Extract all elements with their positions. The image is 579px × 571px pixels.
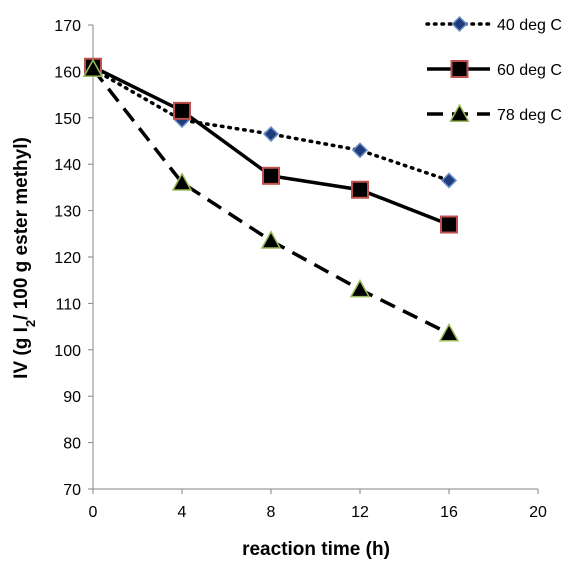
legend-marker-square [450,60,469,78]
y-tick-label: 100 [54,343,81,360]
series-line-solid [92,65,450,227]
data-point-triangle [82,58,104,78]
data-point-square [351,180,369,199]
x-tick-label: 12 [351,504,369,521]
legend: 40 deg C 60 deg C 78 deg C [425,15,562,124]
y-tick-label: 70 [63,482,81,499]
data-point-triangle [260,230,282,249]
data-point-triangle [349,278,371,298]
series-group [82,57,460,342]
y-tick-label: 150 [54,111,81,128]
data-point-square [440,215,458,234]
y-tick-label: 120 [54,250,81,267]
data-point-triangle [438,323,460,342]
legend-label: 40 deg C [497,17,562,34]
x-tick-label: 8 [267,504,276,521]
axes-group: 70 80 90 100 110 120 130 140 150 160 170 0 4 8 12 16 20 [54,18,547,521]
legend-label: 60 deg C [497,62,562,79]
x-tick-label: 16 [440,504,458,521]
legend-label: 78 deg C [497,107,562,124]
data-point-diamond [351,142,369,159]
y-tick-label: 170 [54,18,81,35]
y-tick-label: 130 [54,204,81,221]
data-point-diamond [262,125,280,143]
y-axis-title-rest: / 100 g ester methyl) [11,137,32,320]
data-point-square [173,101,191,120]
data-point-square [262,166,280,185]
legend-marker-diamond [451,15,468,33]
series-line-dashed [91,68,450,336]
y-axis-title-subscript: 2 [23,320,38,327]
y-tick-label: 110 [55,296,81,313]
data-point-triangle [171,172,193,191]
series-line-dotted [91,67,451,183]
legend-marker-triangle [449,103,470,122]
y-tick-label: 80 [63,436,81,453]
y-axis-title-main: IV (g I [11,327,32,379]
y-tick-label: 90 [63,389,81,406]
data-point-diamond [440,172,458,189]
x-tick-label: 4 [178,504,187,521]
y-tick-label: 160 [54,64,81,81]
x-tick-label: 0 [89,504,98,521]
y-tick-label: 140 [54,157,81,174]
x-tick-label: 20 [529,504,547,521]
y-axis-title: IV (g I2/ 100 g ester methyl) [11,137,38,379]
x-axis-title: reaction time (h) [242,539,390,560]
